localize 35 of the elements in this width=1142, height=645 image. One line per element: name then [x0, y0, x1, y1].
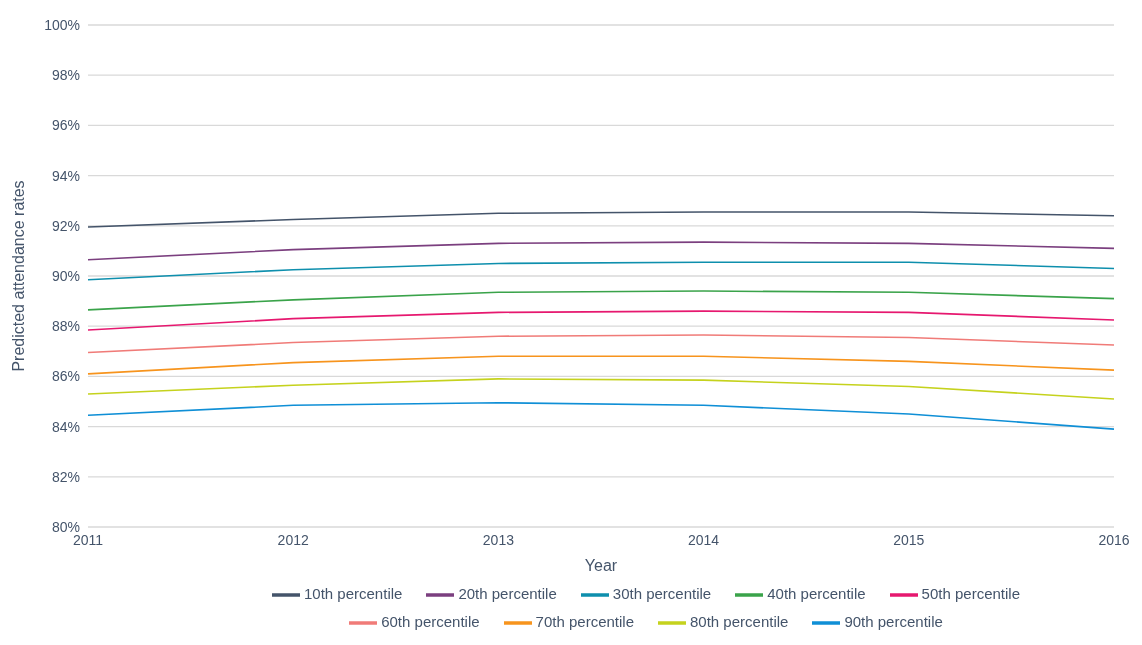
line-series	[87, 211, 1115, 228]
y-tick-label: 84%	[51, 418, 80, 435]
line-series	[87, 310, 1115, 331]
x-tick-label: 2013	[482, 531, 515, 548]
legend-label: 70th percentile	[535, 612, 634, 630]
x-tick-label: 2015	[893, 531, 925, 548]
y-tick-label: 100%	[44, 16, 80, 33]
legend-label: 30th percentile	[612, 584, 712, 602]
y-axis-title: Predicted attendance rates	[9, 180, 27, 372]
y-tick-label: 86%	[51, 368, 80, 385]
x-tick-label: 2014	[688, 531, 720, 548]
legend-label: 90th percentile	[844, 612, 943, 630]
y-tick-label: 94%	[51, 167, 80, 184]
legend-label: 80th percentile	[690, 612, 789, 630]
legend-label: 60th percentile	[381, 612, 480, 630]
y-tick-label: 82%	[51, 468, 80, 485]
legend-label: 20th percentile	[458, 584, 557, 602]
y-tick-label: 90%	[51, 267, 80, 284]
x-axis-title: Year	[584, 557, 618, 574]
legend-label: 10th percentile	[303, 584, 403, 602]
line-series	[87, 241, 1115, 261]
line-series	[87, 334, 1115, 354]
x-tick-label: 2016	[1098, 531, 1130, 548]
line-series	[87, 355, 1115, 375]
y-tick-label: 98%	[51, 67, 80, 84]
line-series	[87, 401, 1115, 430]
y-tick-label: 92%	[51, 217, 80, 234]
legend-label: 40th percentile	[767, 584, 866, 602]
line-series	[87, 290, 1115, 311]
y-tick-label: 88%	[51, 318, 80, 335]
legend-label: 50th percentile	[921, 584, 1021, 602]
y-tick-label: 96%	[51, 117, 80, 134]
x-tick-label: 2012	[277, 531, 309, 548]
line-series	[87, 261, 1115, 281]
line-series	[87, 378, 1115, 400]
